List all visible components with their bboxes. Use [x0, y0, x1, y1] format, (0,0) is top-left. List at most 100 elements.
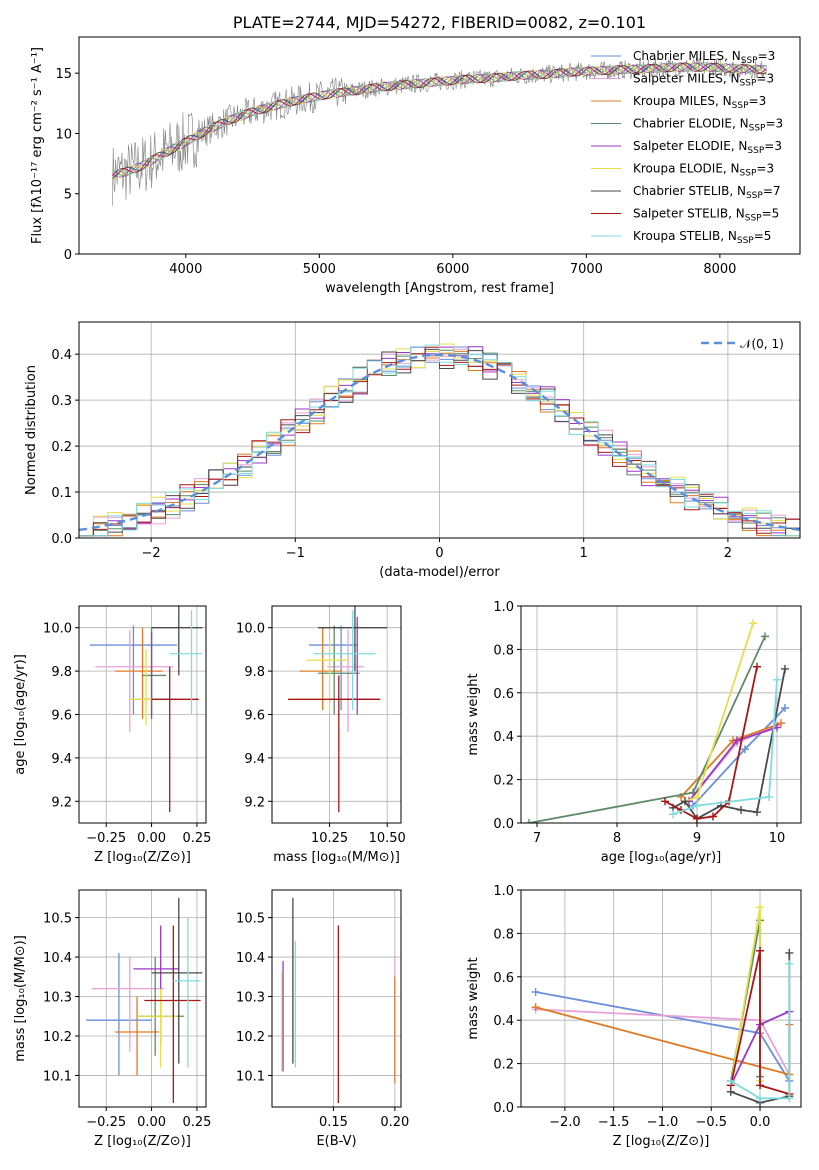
plot-area-weight-vs-z	[531, 903, 794, 1107]
xtick-label-residuals-2: 0	[435, 546, 443, 561]
xlabel-age-vs-mass: mass [log₁₀(M/M⊙)]	[273, 850, 400, 865]
weight-marker-weight-vs-z-0-0	[531, 987, 540, 996]
ytick-label-weight-vs-z-3: 0.6	[493, 971, 514, 986]
weight-marker-weight-vs-age-7-0	[661, 797, 669, 806]
xtick-label-spectrum-1: 5000	[303, 262, 336, 277]
ylabel-weight-vs-z: mass weight	[466, 957, 481, 1039]
xtick-label-mass-vs-z-0: −0.25	[86, 1115, 126, 1130]
weight-marker-weight-vs-age-6-6	[781, 664, 789, 673]
ytick-label-age-vs-z-2: 9.6	[51, 709, 72, 724]
ytick-label-spectrum-2: 10	[55, 127, 72, 142]
ytick-label-spectrum-0: 0	[64, 248, 72, 263]
xtick-label-weight-vs-age-0: 7	[533, 831, 541, 846]
weight-marker-weight-vs-z-2-0	[531, 1003, 540, 1012]
ytick-label-residuals-4: 0.4	[51, 348, 72, 363]
xtick-label-age-vs-mass-1: 10.50	[369, 831, 406, 846]
panel-age-vs-z	[75, 605, 207, 827]
weight-marker-weight-vs-z-6-3	[785, 948, 794, 957]
ylabel-mass-vs-z: mass [log₁₀(M/M⊙)]	[13, 935, 28, 1062]
xtick-label-weight-vs-z-3: −0.5	[695, 1115, 727, 1130]
ytick-label-mass-vs-z-4: 10.5	[43, 912, 72, 927]
weight-line-weight-vs-z-8	[730, 963, 791, 1100]
xtick-label-weight-vs-age-2: 9	[693, 831, 701, 846]
weight-marker-weight-vs-age-3-0	[525, 819, 533, 823]
xtick-label-weight-vs-z-1: −1.5	[598, 1115, 630, 1130]
weight-marker-weight-vs-z-8-0	[726, 1076, 735, 1085]
frame-mass-vs-ebv	[271, 889, 402, 1108]
xtick-label-weight-vs-age-1: 8	[613, 831, 621, 846]
normal-curve	[79, 353, 800, 532]
ytick-label-residuals-1: 0.1	[51, 486, 72, 501]
ylabel-residuals: Normed distribution	[24, 365, 39, 495]
frame-weight-vs-age	[520, 605, 802, 824]
weight-marker-weight-vs-age-6-4	[737, 805, 745, 814]
frame-mass-vs-z	[78, 889, 207, 1108]
legend-label-5: Kroupa ELODIE, NSSP=3	[633, 162, 774, 179]
frame-spectrum	[78, 36, 801, 255]
panel-mass-vs-z	[75, 889, 207, 1111]
weight-marker-weight-vs-z-8-3	[785, 959, 794, 968]
ylabel-age-vs-z: age [log₁₀(age/yr)]	[13, 654, 28, 775]
weight-marker-weight-vs-age-3-2	[761, 632, 769, 641]
plot-area-mass-vs-z	[86, 897, 203, 1104]
xtick-label-weight-vs-age-3: 10	[769, 831, 786, 846]
weight-line-weight-vs-age-5	[684, 623, 754, 803]
ytick-label-weight-vs-age-5: 1.0	[493, 600, 514, 615]
ytick-label-weight-vs-age-2: 0.4	[493, 730, 514, 745]
xtick-label-age-vs-z-0: −0.25	[86, 831, 126, 846]
ytick-label-residuals-0: 0.0	[51, 532, 72, 547]
ytick-label-age-vs-mass-4: 10.0	[236, 622, 265, 637]
ytick-label-age-vs-z-1: 9.4	[51, 752, 72, 767]
weight-marker-weight-vs-z-7-2	[756, 1081, 765, 1090]
ylabel-spectrum: Flux [fλ10⁻¹⁷ erg cm⁻² s⁻¹ A⁻¹]	[30, 47, 45, 244]
xlabel-spectrum: wavelength [Angstrom, rest frame]	[325, 281, 554, 296]
xtick-label-weight-vs-z-0: −2.0	[549, 1115, 581, 1130]
ytick-label-age-vs-mass-3: 9.8	[244, 665, 265, 680]
frame-weight-vs-z	[520, 889, 802, 1108]
chart-title: PLATE=2744, MJD=54272, FIBERID=0082, z=0…	[233, 13, 646, 32]
legend-normal-label: 𝒩(0, 1)	[740, 337, 784, 351]
ytick-label-spectrum-3: 15	[55, 67, 72, 82]
xtick-label-weight-vs-z-2: −1.0	[647, 1115, 679, 1130]
ytick-label-age-vs-z-3: 9.8	[51, 665, 72, 680]
xtick-label-spectrum-0: 4000	[169, 262, 202, 277]
ytick-label-age-vs-mass-1: 9.4	[244, 752, 265, 767]
weight-marker-weight-vs-age-8-3	[773, 675, 781, 684]
xtick-label-residuals-0: −2	[142, 546, 161, 561]
weight-line-weight-vs-age-7	[664, 666, 758, 820]
panel-residuals: 𝒩(0, 1)	[75, 321, 801, 542]
panel-weight-vs-z	[517, 889, 802, 1111]
xtick-label-mass-vs-z-2: 0.25	[182, 1115, 211, 1130]
plot-area-age-vs-mass	[288, 606, 388, 813]
weight-marker-weight-vs-age-8-1	[693, 801, 701, 810]
weight-line-weight-vs-age-8	[672, 679, 778, 816]
ytick-label-age-vs-mass-0: 9.2	[244, 795, 265, 810]
ytick-label-weight-vs-age-1: 0.2	[493, 774, 514, 789]
weight-marker-weight-vs-age-6-1	[681, 797, 689, 806]
xtick-label-mass-vs-ebv-1: 0.20	[380, 1115, 409, 1130]
xlabel-mass-vs-z: Z [log₁₀(Z/Z⊙)]	[94, 1134, 191, 1149]
ytick-label-mass-vs-ebv-0: 10.1	[236, 1069, 265, 1084]
ytick-label-mass-vs-ebv-2: 10.3	[236, 991, 265, 1006]
ytick-label-mass-vs-z-3: 10.4	[43, 951, 72, 966]
weight-marker-weight-vs-z-8-2	[785, 1094, 794, 1103]
ytick-label-age-vs-z-4: 10.0	[43, 622, 72, 637]
ytick-label-age-vs-z-0: 9.2	[51, 795, 72, 810]
weight-marker-weight-vs-z-7-1	[756, 946, 765, 955]
legend-label-3: Chabrier ELODIE, NSSP=3	[633, 117, 783, 134]
xtick-label-spectrum-3: 7000	[570, 262, 603, 277]
xtick-label-age-vs-z-2: 0.25	[182, 831, 211, 846]
weight-marker-weight-vs-age-7-3	[709, 812, 717, 821]
xlabel-mass-vs-ebv: E(B-V)	[316, 1134, 356, 1149]
weight-marker-weight-vs-age-4-1	[733, 736, 741, 745]
ytick-label-weight-vs-z-4: 0.8	[493, 927, 514, 942]
legend-label-6: Chabrier STELIB, NSSP=7	[633, 184, 781, 201]
xtick-label-residuals-1: −1	[286, 546, 305, 561]
ytick-label-weight-vs-z-2: 0.4	[493, 1014, 514, 1029]
ytick-label-weight-vs-z-1: 0.2	[493, 1058, 514, 1073]
legend-label-4: Salpeter ELODIE, NSSP=3	[633, 139, 782, 156]
ytick-label-mass-vs-z-2: 10.3	[43, 991, 72, 1006]
xtick-label-spectrum-2: 6000	[436, 262, 469, 277]
ytick-label-age-vs-mass-2: 9.6	[244, 709, 265, 724]
xtick-label-mass-vs-z-1: 0.00	[137, 1115, 166, 1130]
